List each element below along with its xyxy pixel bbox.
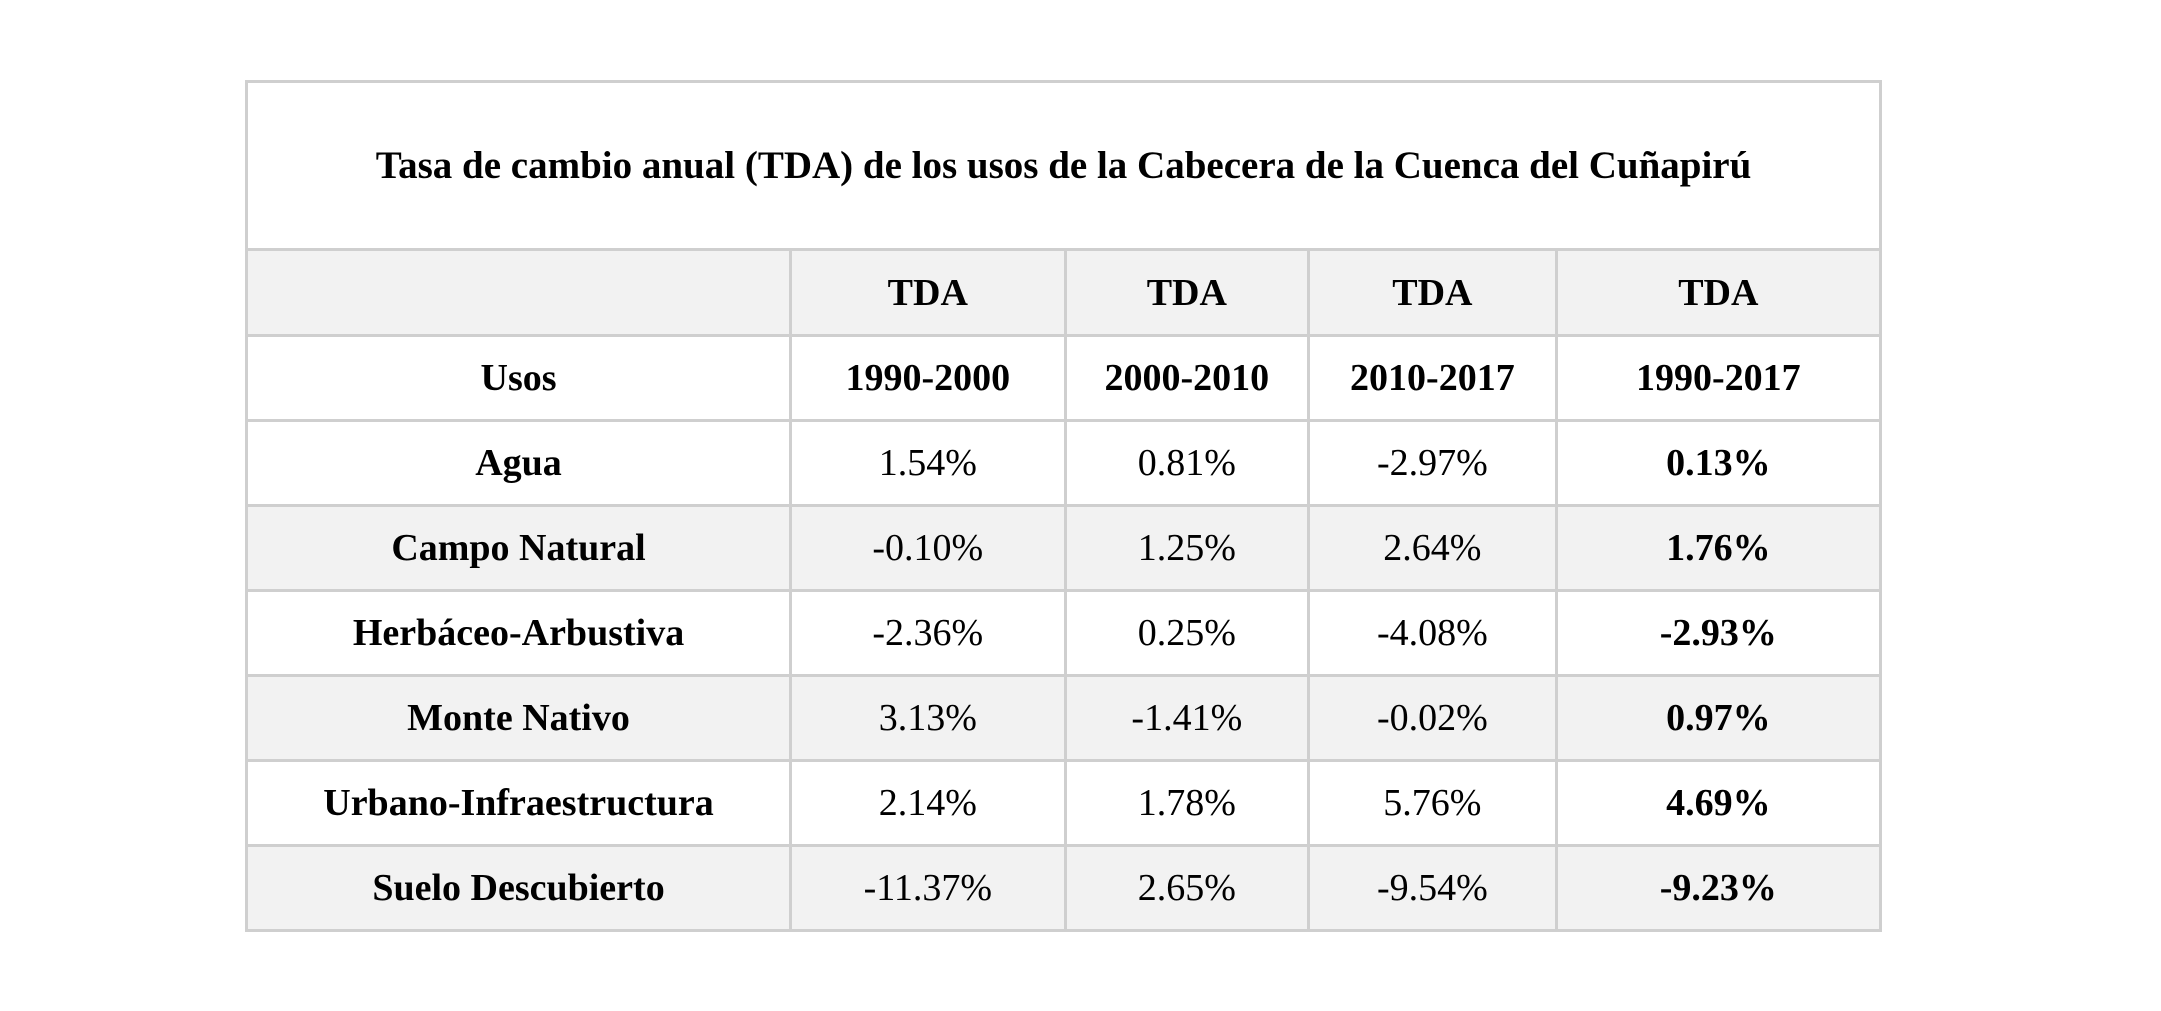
- value-cell: -1.41%: [1063, 674, 1311, 762]
- value-cell: -9.54%: [1307, 844, 1558, 932]
- value-cell: 0.13%: [1554, 419, 1883, 507]
- value-cell: -2.97%: [1307, 419, 1558, 507]
- row-label: Suelo Descubierto: [244, 844, 793, 932]
- value-cell: 5.76%: [1307, 759, 1558, 847]
- header-top-cell: TDA: [1554, 248, 1883, 337]
- row-label: Urbano-Infraestructura: [244, 759, 793, 847]
- header-bottom-cell: 1990-2017: [1554, 334, 1883, 422]
- value-cell: -4.08%: [1307, 589, 1558, 677]
- value-cell: 2.65%: [1063, 844, 1311, 932]
- value-cell: 3.13%: [789, 674, 1067, 762]
- table-title: Tasa de cambio anual (TDA) de los usos d…: [245, 80, 1882, 251]
- row-label: Agua: [244, 419, 793, 507]
- header-top-cell: TDA: [1063, 248, 1311, 337]
- value-cell: -11.37%: [789, 844, 1067, 932]
- value-cell: 0.25%: [1063, 589, 1311, 677]
- value-cell: 0.81%: [1063, 419, 1311, 507]
- header-top-cell: TDA: [1307, 248, 1558, 337]
- header-bottom-cell: 2010-2017: [1307, 334, 1558, 422]
- header-bottom-cell: Usos: [244, 334, 793, 422]
- header-top-cell: TDA: [789, 248, 1067, 337]
- value-cell: 0.97%: [1554, 674, 1883, 762]
- value-cell: -9.23%: [1554, 844, 1883, 932]
- table-row: Agua 1.54% 0.81% -2.97% 0.13%: [244, 419, 1883, 507]
- header-bottom-cell: 1990-2000: [789, 334, 1067, 422]
- value-cell: 4.69%: [1554, 759, 1883, 847]
- table-row: Urbano-Infraestructura 2.14% 1.78% 5.76% 4.6…: [244, 759, 1883, 847]
- table-row: Campo Natural -0.10% 1.25% 2.64% 1.76%: [244, 504, 1883, 592]
- header-bottom-cell: 2000-2010: [1063, 334, 1311, 422]
- value-cell: -2.93%: [1554, 589, 1883, 677]
- value-cell: 1.54%: [789, 419, 1067, 507]
- value-cell: 1.76%: [1554, 504, 1883, 592]
- table-row: Suelo Descubierto -11.37% 2.65% -9.54% -9.23…: [244, 844, 1883, 932]
- header-top-cell: [244, 248, 793, 337]
- value-cell: 2.14%: [789, 759, 1067, 847]
- value-cell: -0.02%: [1307, 674, 1558, 762]
- value-cell: -0.10%: [789, 504, 1067, 592]
- value-cell: 1.25%: [1063, 504, 1311, 592]
- row-label: Herbáceo-Arbustiva: [244, 589, 793, 677]
- table-row: Herbáceo-Arbustiva -2.36% 0.25% -4.08% -2.93…: [244, 589, 1883, 677]
- value-cell: 1.78%: [1063, 759, 1311, 847]
- tda-table: Tasa de cambio anual (TDA) de los usos d…: [244, 80, 1883, 932]
- row-label: Monte Nativo: [244, 674, 793, 762]
- value-cell: -2.36%: [789, 589, 1067, 677]
- value-cell: 2.64%: [1307, 504, 1558, 592]
- row-label: Campo Natural: [244, 504, 793, 592]
- table-row: Monte Nativo 3.13% -1.41% -0.02% 0.97%: [244, 674, 1883, 762]
